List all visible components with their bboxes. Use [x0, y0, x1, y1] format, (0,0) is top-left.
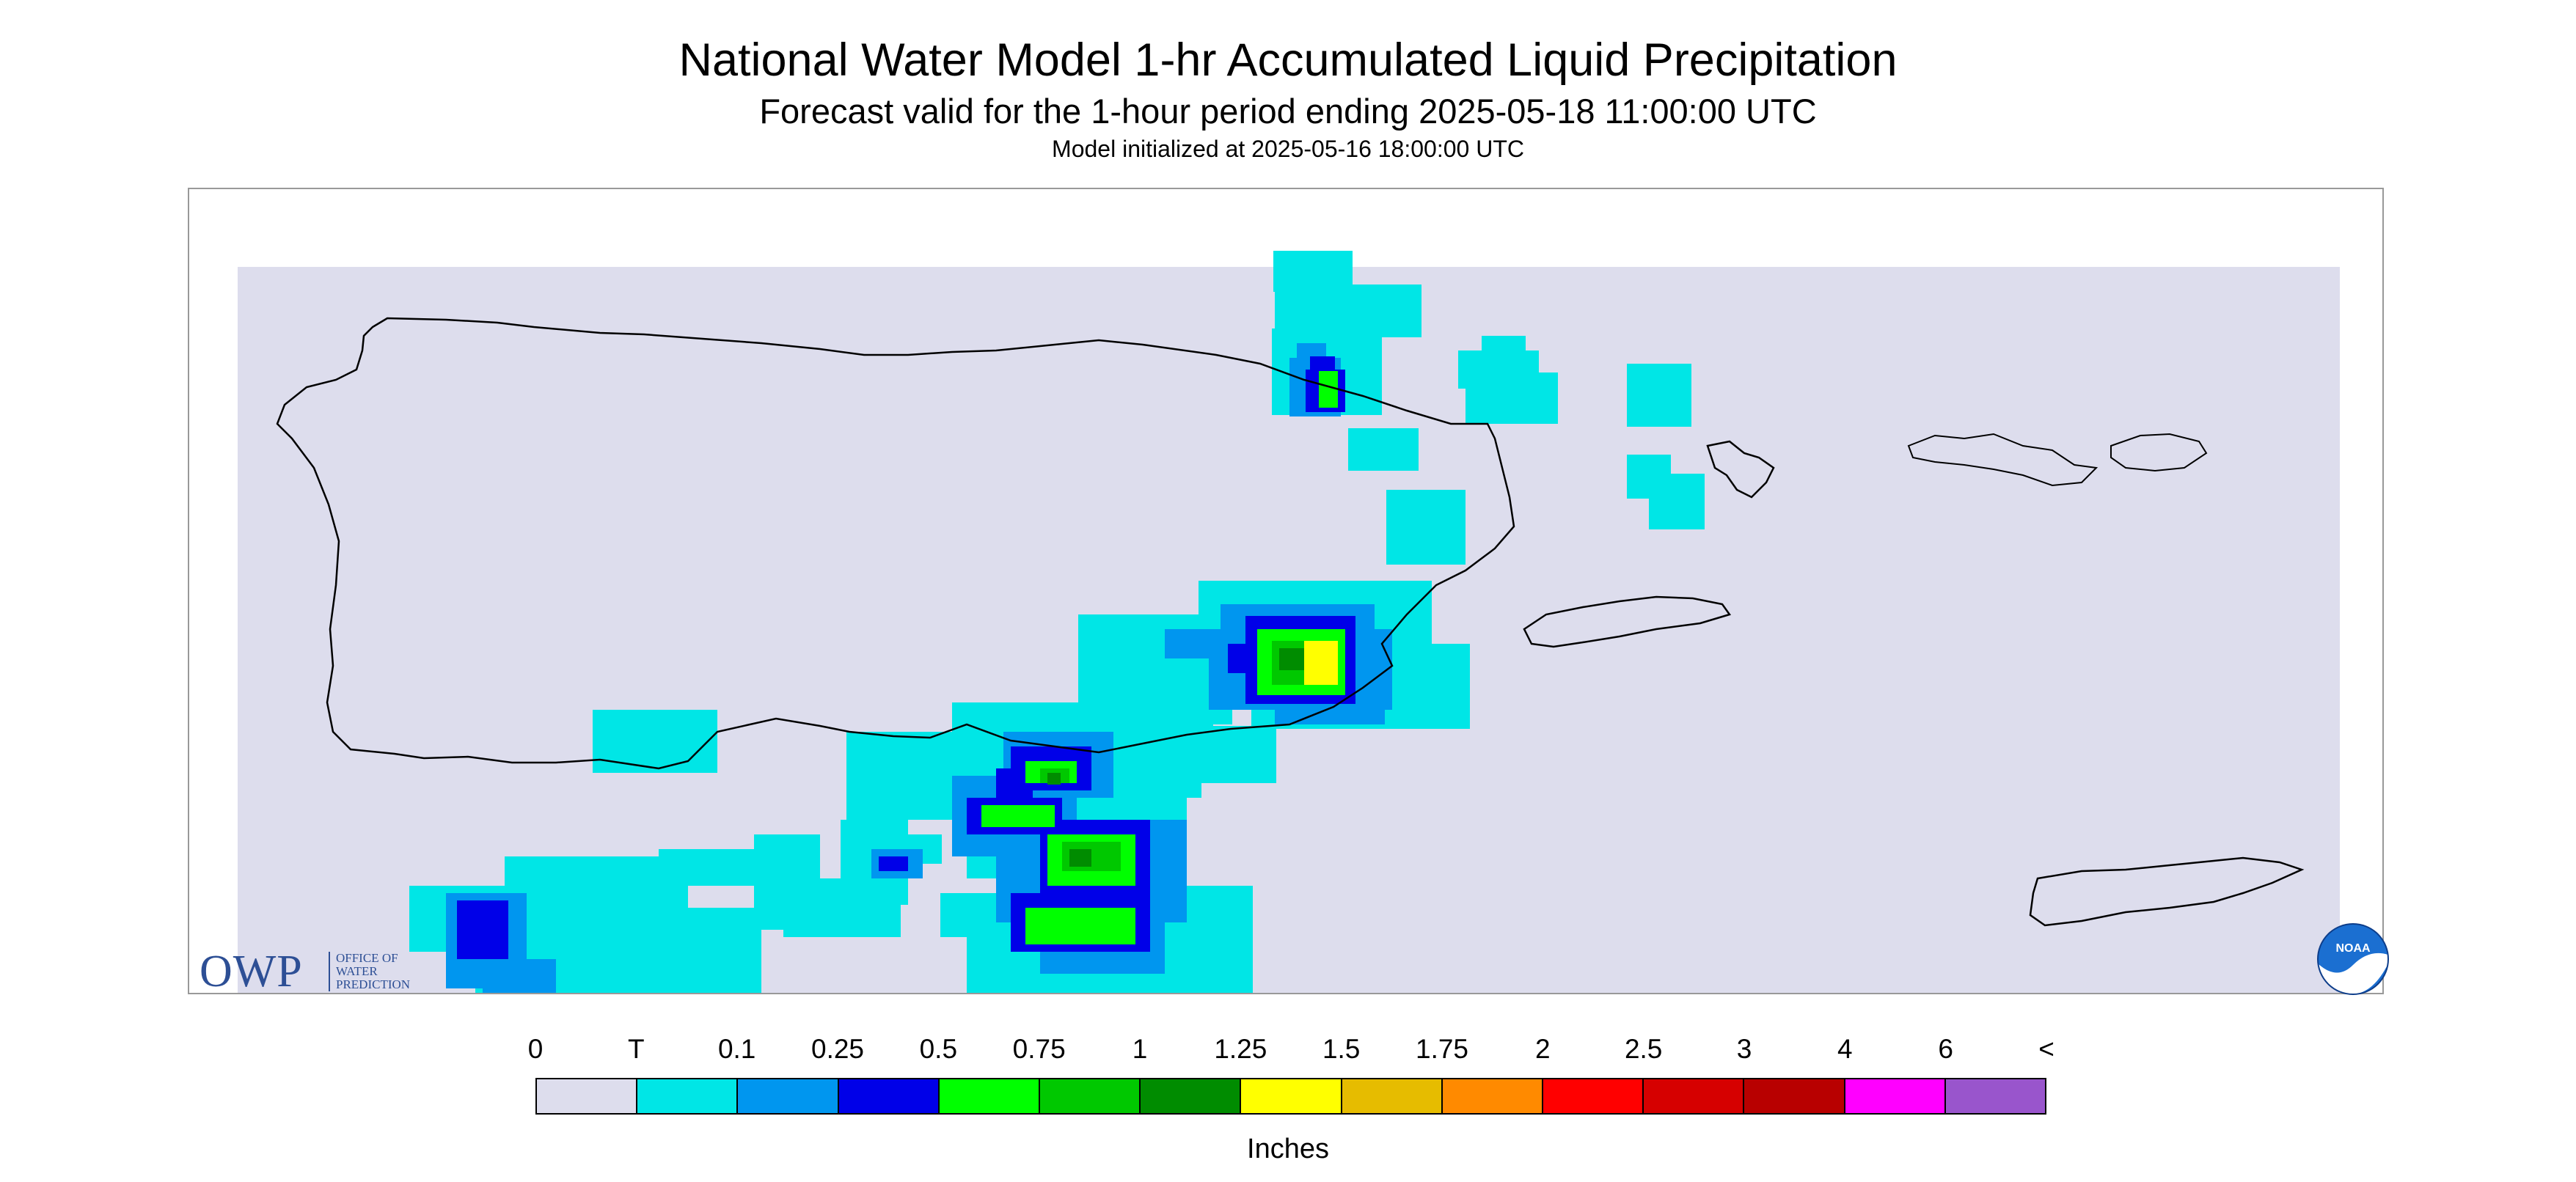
legend-swatch	[1241, 1079, 1342, 1113]
legend-swatch	[1442, 1079, 1544, 1113]
owp-logo: OWP Office of Water Prediction	[200, 946, 434, 997]
legend-tick-label: <	[2038, 1034, 2054, 1064]
culebra-coastline	[1706, 440, 1775, 499]
legend-swatch	[1040, 1079, 1141, 1113]
legend-swatch	[1744, 1079, 1845, 1113]
map-subtitle: Forecast valid for the 1-hour period end…	[759, 92, 1817, 131]
legend-tick-label: 0.1	[717, 1034, 756, 1064]
legend-swatch	[1342, 1079, 1443, 1113]
legend-tick-label: 0.75	[1012, 1034, 1066, 1064]
precipitation-map[interactable]	[188, 188, 2384, 994]
st-croix-coastline	[2029, 856, 2305, 927]
legend-swatch	[1543, 1079, 1644, 1113]
st-thomas-coastline	[1907, 433, 2099, 487]
precip-very-heavy-cells	[1047, 648, 1309, 867]
legend-swatch	[838, 1079, 940, 1113]
legend-tick-label: 1.25	[1214, 1034, 1267, 1064]
legend-tick-label: 2.5	[1624, 1034, 1663, 1064]
legend-labels: 0 T 0.1 0.25 0.5 0.75 1 1.25 1.5 1.75 2 2.5 3 4 6 <	[506, 1034, 2112, 1071]
st-john-coastline	[2110, 433, 2208, 472]
legend-tick-label: 6	[1938, 1034, 1953, 1064]
vieques-coastline	[1523, 595, 1732, 648]
model-init-line: Model initialized at 2025-05-16 18:00:00…	[1052, 136, 1524, 162]
legend-swatch	[537, 1079, 638, 1113]
puerto-rico-coastline	[276, 317, 1515, 770]
legend-tick-label: 0.25	[811, 1034, 865, 1064]
legend-swatch	[939, 1079, 1041, 1113]
legend-tick-label: 2	[1535, 1034, 1551, 1064]
legend-swatch	[738, 1079, 839, 1113]
legend-tick-label: 1	[1132, 1034, 1148, 1064]
legend-swatch	[1945, 1079, 2046, 1113]
owp-logo-letters: OWP	[200, 947, 303, 996]
legend-units: Inches	[1247, 1134, 1329, 1164]
legend-tick-label: 0.5	[919, 1034, 958, 1064]
legend-tick-label: T	[628, 1034, 645, 1064]
legend-tick-label: 0	[527, 1034, 544, 1064]
owp-logo-subtitle: Office of Water Prediction	[329, 952, 410, 991]
legend-swatch	[637, 1079, 739, 1113]
legend-swatch	[1141, 1079, 1242, 1113]
owp-logo-line: Office of	[336, 951, 398, 965]
legend-tick-label: 3	[1736, 1034, 1752, 1064]
legend-tick-label: 1.75	[1415, 1034, 1469, 1064]
map-title: National Water Model 1-hr Accumulated Li…	[678, 34, 1898, 86]
precip-extreme-cells	[1304, 641, 1338, 685]
owp-logo-line: Prediction	[336, 977, 411, 991]
legend-tick-label: 1.5	[1322, 1034, 1361, 1064]
legend-swatch	[1845, 1079, 1946, 1113]
legend-colorbar	[535, 1078, 2046, 1115]
noaa-logo: NOAA	[2317, 923, 2389, 995]
legend-tick-label: 4	[1837, 1034, 1853, 1064]
owp-logo-line: Water	[336, 964, 378, 978]
legend-swatch	[1644, 1079, 1745, 1113]
noaa-logo-text: NOAA	[2335, 942, 2371, 955]
